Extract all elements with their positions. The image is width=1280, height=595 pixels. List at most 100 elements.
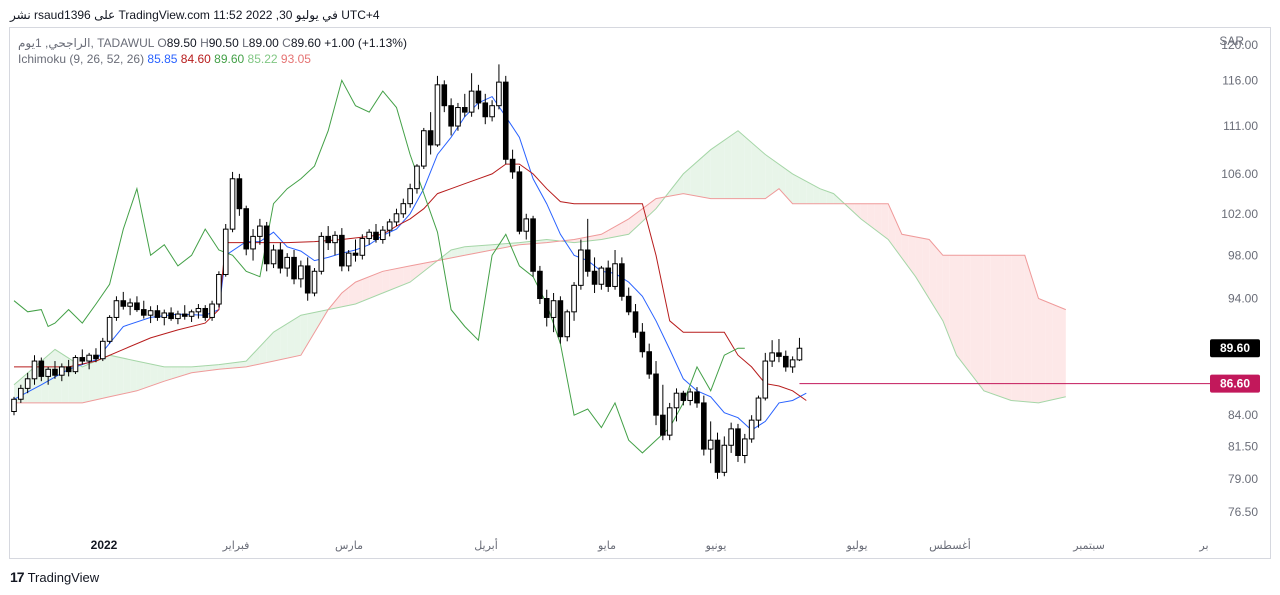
candle-up bbox=[468, 90, 475, 113]
candle-down bbox=[93, 354, 99, 360]
candle-up bbox=[31, 360, 38, 380]
cloud-segment bbox=[307, 312, 315, 344]
cloud-segment bbox=[737, 130, 745, 199]
candle-up bbox=[99, 340, 106, 360]
price-tick-label: 120.00 bbox=[1221, 38, 1258, 52]
cloud-segment bbox=[990, 255, 998, 396]
time-tick-label: مارس bbox=[335, 539, 363, 552]
cloud-segment bbox=[956, 255, 964, 364]
candle-down bbox=[461, 107, 468, 113]
cloud-segment bbox=[915, 236, 923, 288]
cloud-segment bbox=[929, 239, 937, 310]
candle-down bbox=[646, 351, 652, 375]
candle-down bbox=[134, 302, 140, 311]
cloud-segment bbox=[594, 234, 602, 241]
candle-up bbox=[18, 387, 24, 400]
candle-up bbox=[380, 229, 386, 241]
cloud-segment bbox=[792, 173, 800, 204]
cloud-segment bbox=[683, 167, 691, 195]
candle-down bbox=[65, 366, 72, 373]
candle-up bbox=[796, 347, 803, 361]
candle-up bbox=[106, 316, 113, 342]
candle-down bbox=[154, 310, 161, 318]
cloud-segment bbox=[635, 208, 643, 228]
cloud-segment bbox=[826, 191, 834, 204]
high-label: H bbox=[200, 36, 209, 50]
lagging-span-line bbox=[13, 78, 745, 454]
lead-b-value: 93.05 bbox=[280, 52, 311, 66]
candle-up bbox=[45, 368, 51, 377]
candle-up bbox=[366, 231, 372, 239]
candle-down bbox=[605, 267, 612, 287]
cloud-segment bbox=[1052, 304, 1059, 400]
cloud-segment bbox=[963, 255, 971, 373]
cloud-segment bbox=[205, 365, 213, 372]
candle-down bbox=[475, 90, 482, 104]
cloud-segment bbox=[232, 361, 240, 369]
cloud-segment bbox=[396, 267, 404, 288]
candle-up bbox=[564, 311, 571, 338]
cloud-segment bbox=[130, 359, 137, 393]
cloud-segment bbox=[485, 244, 493, 252]
candle-up bbox=[578, 249, 584, 286]
candle-down bbox=[140, 309, 147, 316]
tradingview-footer[interactable]: 17 TradingView bbox=[10, 569, 99, 585]
candle-down bbox=[537, 270, 543, 300]
cloud-segment bbox=[451, 248, 458, 258]
cloud-segment bbox=[287, 319, 295, 359]
candle-up bbox=[332, 234, 338, 244]
cloud-segment bbox=[690, 161, 697, 197]
candle-down bbox=[625, 295, 632, 313]
cloud-segment bbox=[198, 365, 206, 372]
cloud-segment bbox=[751, 142, 759, 199]
indicator-name: Ichimoku (9, 26, 52, 26) bbox=[18, 52, 145, 66]
candle-up bbox=[229, 178, 236, 230]
price-tick-label: 76.50 bbox=[1228, 505, 1258, 519]
candle-up bbox=[175, 313, 181, 320]
chart-frame[interactable] bbox=[9, 27, 1271, 559]
candle-up bbox=[161, 312, 168, 318]
time-tick-label: 2022 bbox=[91, 538, 118, 552]
candle-down bbox=[680, 392, 687, 401]
cloud-segment bbox=[615, 222, 622, 237]
cloud-segment bbox=[280, 323, 288, 360]
cloud-segment bbox=[997, 255, 1005, 399]
candle-down bbox=[304, 265, 311, 294]
candle-down bbox=[38, 360, 45, 377]
candle-down bbox=[52, 368, 58, 376]
open-value: 89.50 bbox=[166, 36, 197, 50]
cloud-segment bbox=[895, 218, 902, 258]
cloud-segment bbox=[847, 203, 855, 213]
candle-down bbox=[79, 357, 86, 362]
cloud-segment bbox=[218, 363, 226, 370]
cloud-segment bbox=[833, 193, 841, 204]
candle-down bbox=[236, 178, 243, 210]
candle-down bbox=[448, 105, 454, 127]
cloud-segment bbox=[1045, 301, 1053, 402]
cloud-segment bbox=[171, 366, 178, 380]
candle-up bbox=[673, 392, 680, 409]
candle-down bbox=[120, 300, 127, 307]
cloud-segment bbox=[908, 235, 916, 277]
candle-down bbox=[263, 225, 270, 265]
candle-up bbox=[257, 225, 263, 237]
price-tick-label: 81.50 bbox=[1228, 440, 1258, 454]
cloud-segment bbox=[977, 255, 984, 391]
cloud-segment bbox=[860, 203, 868, 224]
candle-down bbox=[530, 218, 536, 272]
cloud-segment bbox=[444, 249, 452, 260]
cloud-segment bbox=[1058, 306, 1066, 399]
cloud-segment bbox=[881, 203, 889, 240]
cloud-segment bbox=[464, 246, 472, 256]
candle-up bbox=[523, 218, 530, 232]
cloud-segment bbox=[191, 366, 199, 373]
candle-up bbox=[434, 84, 441, 146]
cloud-segment bbox=[61, 353, 69, 403]
candle-up bbox=[270, 249, 277, 265]
time-tick-label: سبتمبر bbox=[1072, 539, 1105, 552]
last-price-text: 89.60 bbox=[1220, 341, 1250, 355]
cloud-segment bbox=[936, 247, 943, 321]
candle-up bbox=[421, 130, 427, 167]
candle-up bbox=[550, 300, 557, 318]
